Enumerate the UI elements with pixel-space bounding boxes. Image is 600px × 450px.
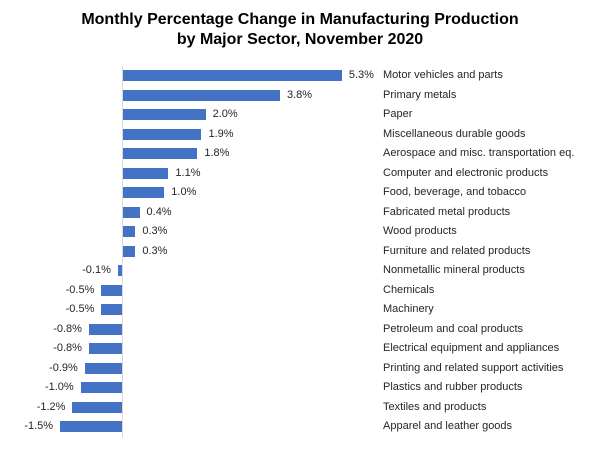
- bar: [101, 304, 122, 316]
- bar: [123, 226, 136, 238]
- bar: [123, 109, 206, 121]
- bar: [123, 148, 198, 160]
- category-label: Paper: [383, 108, 413, 121]
- value-label: -0.8%: [53, 342, 82, 355]
- category-label: Printing and related support activities: [383, 361, 564, 374]
- value-label: 0.4%: [146, 205, 172, 218]
- chart-title-line1: Monthly Percentage Change in Manufacturi…: [81, 11, 519, 28]
- bar: [123, 245, 136, 257]
- category-label: Fabricated metal products: [383, 205, 511, 218]
- bar: [80, 382, 122, 394]
- chart-title: Monthly Percentage Change in Manufacturi…: [0, 10, 600, 50]
- category-label: Nonmetallic mineral products: [383, 264, 525, 277]
- category-label: Food, beverage, and tobacco: [383, 186, 527, 199]
- category-label: Textiles and products: [383, 400, 487, 413]
- category-label: Electrical equipment and appliances: [383, 342, 560, 355]
- value-label: 0.3%: [142, 225, 168, 238]
- category-label: Machinery: [383, 303, 434, 316]
- bar: [101, 284, 122, 296]
- bar: [123, 187, 165, 199]
- category-label: Apparel and leather goods: [383, 420, 513, 433]
- value-label: 0.3%: [142, 244, 168, 257]
- value-label: -0.5%: [65, 283, 95, 296]
- category-label: Aerospace and misc. transportation eq.: [383, 147, 575, 160]
- value-label: 1.0%: [171, 186, 197, 199]
- value-label: 1.9%: [208, 127, 234, 140]
- value-axis-line: [122, 66, 123, 438]
- bar: [123, 128, 202, 140]
- value-label: 3.8%: [286, 88, 313, 101]
- value-label: -0.5%: [65, 303, 95, 316]
- category-label: Miscellaneous durable goods: [383, 127, 526, 140]
- bar: [84, 362, 122, 374]
- value-label: -1.2%: [36, 400, 66, 413]
- value-label: 1.8%: [204, 147, 230, 160]
- category-label: Primary metals: [383, 88, 457, 101]
- value-label: -0.1%: [82, 264, 111, 277]
- value-label: -1.5%: [24, 420, 54, 433]
- value-label: -0.8%: [53, 322, 82, 335]
- bar: [123, 206, 140, 218]
- bar: [123, 89, 280, 101]
- bar: [117, 265, 122, 277]
- bar: [60, 421, 122, 433]
- bar: [123, 167, 169, 179]
- bar: [72, 401, 122, 413]
- category-label: Motor vehicles and parts: [383, 69, 503, 82]
- category-label: Computer and electronic products: [383, 166, 549, 179]
- category-label: Furniture and related products: [383, 244, 531, 257]
- value-label: 1.1%: [175, 166, 201, 179]
- category-label: Plastics and rubber products: [383, 381, 523, 394]
- value-label: -1.0%: [44, 381, 74, 394]
- chart-title-line2: by Major Sector, November 2020: [176, 31, 424, 48]
- value-label: 2.0%: [212, 108, 238, 121]
- category-label: Petroleum and coal products: [383, 322, 524, 335]
- value-label: 5.3%: [348, 69, 374, 82]
- bar: [88, 323, 122, 335]
- bar: [88, 343, 122, 355]
- category-label: Wood products: [383, 225, 457, 238]
- category-label: Chemicals: [383, 283, 435, 296]
- bar: [123, 70, 342, 82]
- value-label: -0.9%: [49, 361, 78, 374]
